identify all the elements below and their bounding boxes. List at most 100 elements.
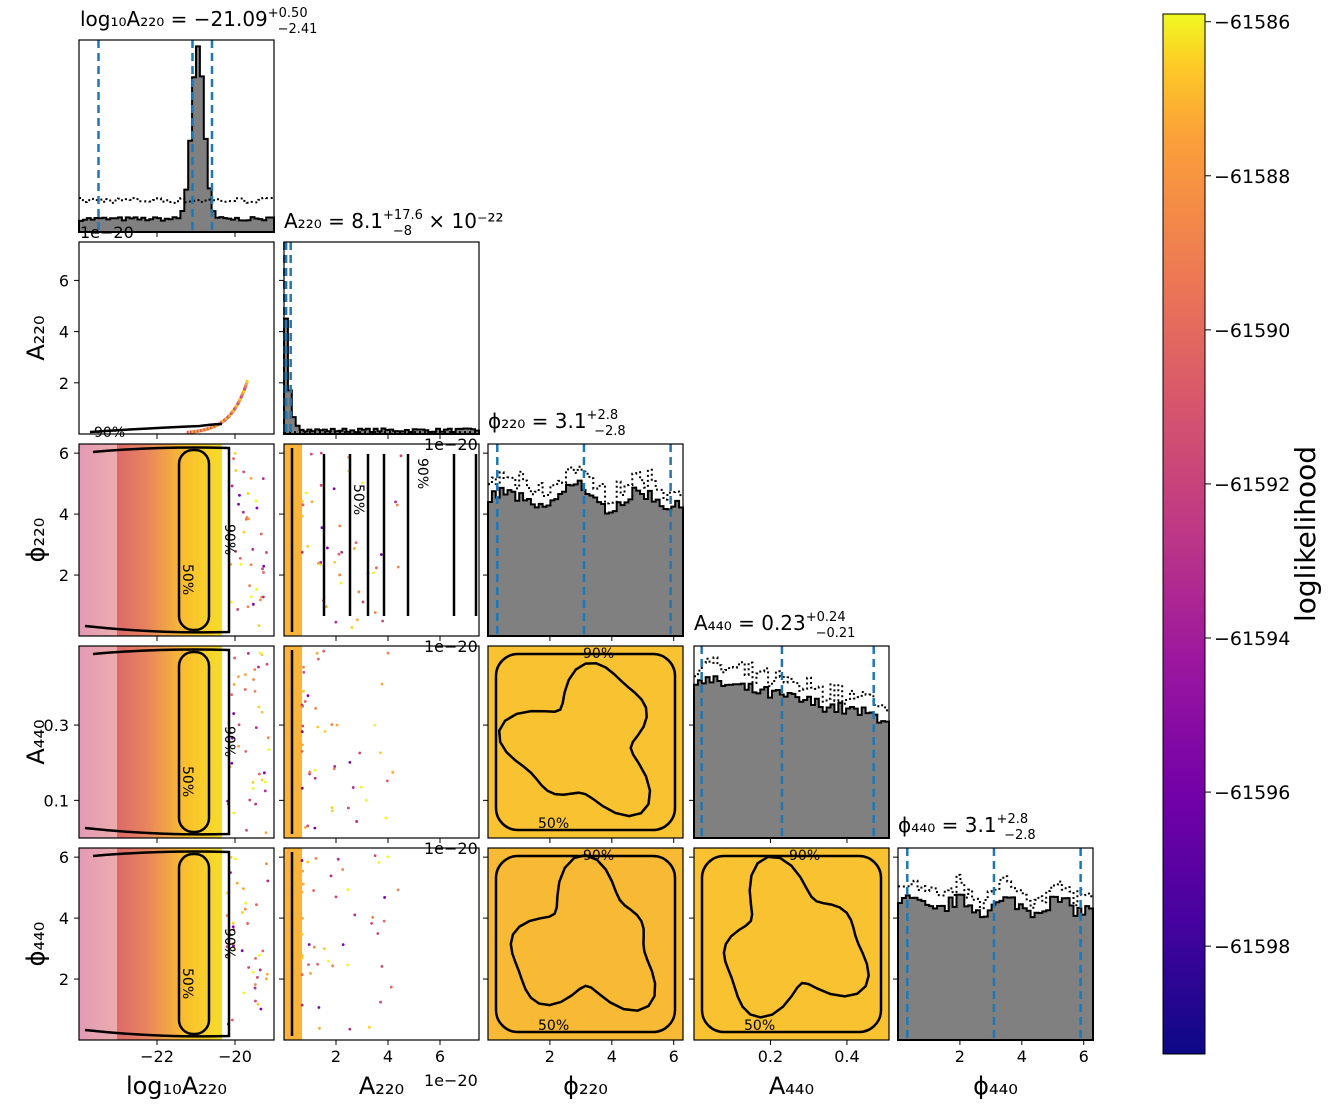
scatter-point: [395, 503, 399, 507]
scatter-point: [346, 806, 350, 810]
scatter-point: [308, 770, 312, 774]
scatter-point: [300, 749, 304, 753]
scatter-point: [300, 859, 304, 862]
colorbar-tick-label: −61592: [1214, 474, 1290, 496]
y-tick-label: 2: [59, 374, 69, 393]
x-tick-label: 2: [545, 1047, 555, 1066]
scatter-point: [301, 724, 305, 728]
scatter-point: [266, 736, 270, 740]
scatter-point: [262, 571, 265, 574]
scatter-point: [266, 879, 270, 883]
scatter-point: [319, 483, 323, 487]
scatter-point: [253, 668, 257, 671]
scatter-point: [373, 723, 377, 727]
scatter-point: [234, 469, 238, 472]
scatter-point: [230, 1018, 234, 1022]
x-tick-label: 4: [1017, 1047, 1027, 1066]
scatter-point: [264, 831, 268, 835]
scatter-point: [237, 723, 241, 727]
x-tick-label: 0.4: [834, 1047, 859, 1066]
scatter-point: [237, 502, 240, 506]
contour-label: 90%: [583, 848, 614, 864]
contour-90: [84, 850, 231, 1038]
scatter-point: [257, 953, 261, 957]
scatter-point: [300, 1003, 304, 1007]
scatter-point: [231, 736, 234, 740]
scatter-point: [372, 571, 375, 575]
scatter-point: [318, 1026, 321, 1030]
scatter-point: [257, 705, 261, 709]
colorbar-tick-label: −61598: [1214, 936, 1290, 958]
scatter-point: [265, 977, 268, 981]
scatter-point: [306, 824, 310, 828]
scatter-point: [303, 700, 307, 703]
scatter-point: [232, 457, 235, 461]
scatter-point: [232, 928, 236, 932]
scatter-point: [376, 932, 380, 935]
scatter-point: [243, 688, 247, 691]
scatter-point: [232, 942, 235, 945]
scatter-panel-A220-A440: [290, 649, 395, 834]
scatter-point: [356, 618, 359, 622]
contour-label: 50%: [179, 564, 195, 595]
offset-text: 1e−20: [424, 637, 478, 656]
scatter-point: [381, 619, 385, 623]
colorbar-label: loglikelihood: [1289, 446, 1322, 622]
contour-50: [722, 855, 870, 1019]
scatter-point: [345, 963, 349, 967]
scatter-point: [243, 673, 247, 677]
scatter-point: [333, 560, 337, 564]
y-tick-label: 2: [59, 970, 69, 989]
scatter-point: [336, 857, 340, 861]
x-axis-label-phi440: ϕ₄₄₀: [973, 1072, 1018, 1100]
scatter-point: [351, 786, 355, 789]
scatter-point: [330, 809, 334, 813]
scatter-point: [251, 602, 255, 606]
scatter-point: [300, 730, 304, 734]
scatter-point: [394, 500, 397, 504]
x-tick-label: 2: [331, 1047, 341, 1066]
scatter-point: [386, 651, 390, 655]
scatter-point: [301, 503, 305, 507]
scatter-panel-phi220-phi440: 50% 90%: [494, 848, 677, 1034]
contour-label: 50%: [538, 816, 569, 832]
scatter-point: [265, 551, 268, 554]
prior-line: [694, 656, 889, 712]
x-tick-label: 4: [607, 1047, 617, 1066]
panel-frame: [283, 241, 480, 435]
fill-phi220-phi440: [488, 848, 683, 1040]
scatter-point: [261, 595, 265, 599]
scatter-panel-phi220-A440: 50% 90%: [494, 646, 677, 832]
hist-fill: [897, 893, 1094, 1041]
hist-fill: [693, 675, 890, 839]
scatter-point: [233, 451, 237, 455]
scatter-point: [241, 510, 245, 514]
scatter-point: [312, 945, 316, 949]
scatter-point: [353, 913, 357, 917]
scatter-point: [340, 550, 344, 554]
x-axis-label-A440: A₄₄₀: [769, 1072, 814, 1100]
scatter-point: [310, 452, 313, 456]
colorbar-ticks: −61586 −61588 −61590 −61592 −61594 −61596 −615…: [1205, 12, 1290, 958]
scatter-point: [300, 499, 304, 503]
scatter-point: [259, 598, 262, 602]
scatter-point: [249, 563, 253, 567]
scatter-point: [385, 779, 389, 783]
scatter-point: [232, 811, 236, 815]
contour-label: 90%: [789, 848, 820, 864]
x-tick-label: 2: [955, 1047, 965, 1066]
scatter-point: [229, 600, 233, 604]
scatter-point: [341, 868, 345, 871]
scatter-point: [337, 552, 341, 556]
x-tick-label: 6: [1079, 1047, 1089, 1066]
y-tick-label: 2: [59, 566, 69, 585]
contour-50: [177, 852, 211, 1036]
scatter-point: [241, 887, 245, 890]
scatter-point: [314, 706, 318, 710]
scatter-point: [373, 611, 377, 614]
panel-frame: [283, 645, 480, 839]
scatter-panel-A220-phi440: [290, 852, 400, 1036]
scatter-point: [240, 911, 244, 914]
scatter-point: [261, 477, 265, 481]
scatter-point: [254, 802, 258, 806]
